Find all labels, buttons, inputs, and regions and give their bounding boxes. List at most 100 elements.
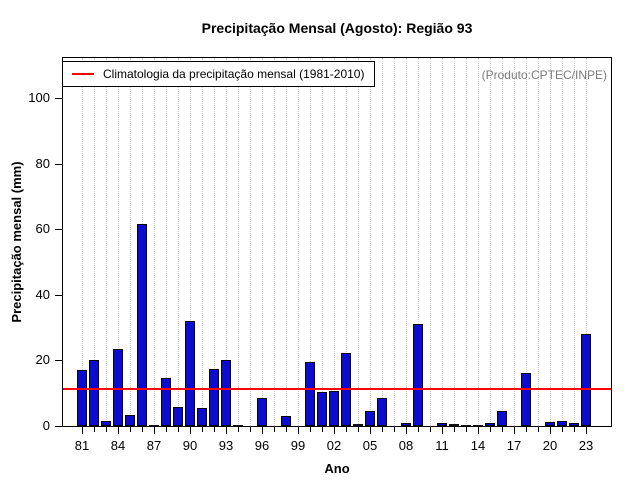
bar-89 — [173, 407, 183, 426]
gridline-00 — [310, 58, 311, 426]
x-tick-16 — [502, 427, 503, 432]
x-tick-label-17: 17 — [506, 438, 522, 453]
y-tick-80 — [55, 164, 62, 165]
x-tick-09 — [418, 427, 419, 432]
y-tick-label-40: 40 — [35, 287, 50, 302]
x-tick-87 — [154, 427, 155, 434]
x-tick-96 — [262, 427, 263, 434]
bar-94 — [233, 425, 243, 426]
gridline-91 — [202, 58, 203, 426]
x-tick-02 — [334, 427, 335, 434]
y-tick-60 — [55, 229, 62, 230]
x-tick-label-11: 11 — [435, 438, 449, 453]
gridline-11 — [442, 58, 443, 426]
gridline-88 — [166, 58, 167, 426]
x-tick-label-99: 99 — [290, 438, 306, 453]
gridline-96 — [262, 58, 263, 426]
gridline-87 — [154, 58, 155, 426]
bar-85 — [125, 415, 135, 426]
bar-18 — [521, 373, 531, 426]
gridline-13 — [466, 58, 467, 426]
y-tick-100 — [55, 98, 62, 99]
x-tick-18 — [526, 427, 527, 432]
x-tick-95 — [250, 427, 251, 432]
x-tick-92 — [214, 427, 215, 432]
bar-84 — [113, 349, 123, 426]
x-tick-11 — [442, 427, 443, 434]
bar-00 — [305, 362, 315, 426]
gridline-10 — [430, 58, 431, 426]
bar-23 — [581, 334, 591, 426]
x-tick-label-90: 90 — [182, 438, 198, 453]
x-tick-04 — [358, 427, 359, 432]
gridline-06 — [382, 58, 383, 426]
x-tick-83 — [106, 427, 107, 432]
gridline-09 — [418, 58, 419, 426]
x-tick-label-81: 81 — [74, 438, 90, 453]
x-tick-98 — [286, 427, 287, 432]
bar-86 — [137, 224, 147, 426]
x-tick-90 — [190, 427, 191, 434]
y-tick-label-100: 100 — [28, 90, 50, 105]
x-tick-13 — [466, 427, 467, 432]
x-tick-99 — [298, 427, 299, 434]
x-tick-86 — [142, 427, 143, 432]
x-tick-00 — [310, 427, 311, 432]
gridline-19 — [538, 58, 539, 426]
x-tick-23 — [586, 427, 587, 434]
x-tick-20 — [550, 427, 551, 434]
bar-08 — [401, 423, 411, 426]
x-tick-82 — [94, 427, 95, 432]
bar-02 — [329, 391, 339, 426]
bar-82 — [89, 360, 99, 426]
bar-09 — [413, 324, 423, 426]
legend-label: Climatologia da precipitação mensal (198… — [103, 67, 365, 81]
bar-11 — [437, 423, 447, 426]
gridline-85 — [130, 58, 131, 426]
y-tick-label-60: 60 — [35, 221, 50, 236]
gridline-17 — [514, 58, 515, 426]
gridline-90 — [190, 58, 191, 426]
bar-01 — [317, 392, 327, 426]
bar-93 — [221, 360, 231, 426]
x-tick-label-87: 87 — [146, 438, 162, 453]
gridline-08 — [406, 58, 407, 426]
bar-05 — [365, 411, 375, 426]
x-tick-label-84: 84 — [110, 438, 126, 453]
x-tick-85 — [130, 427, 131, 432]
x-tick-label-05: 05 — [362, 438, 378, 453]
gridline-03 — [346, 58, 347, 426]
bar-22 — [569, 423, 579, 426]
bar-81 — [77, 370, 87, 426]
x-tick-06 — [382, 427, 383, 432]
gridline-12 — [454, 58, 455, 426]
x-tick-84 — [118, 427, 119, 434]
bar-87 — [149, 425, 159, 426]
climatology-line — [63, 388, 611, 390]
gridline-20 — [550, 58, 551, 426]
x-tick-01 — [322, 427, 323, 432]
gridline-97 — [274, 58, 275, 426]
x-tick-label-02: 02 — [326, 438, 342, 453]
y-tick-40 — [55, 295, 62, 296]
gridline-83 — [106, 58, 107, 426]
x-tick-21 — [562, 427, 563, 432]
gridline-02 — [334, 58, 335, 426]
gridline-21 — [562, 58, 563, 426]
x-tick-91 — [202, 427, 203, 432]
y-tick-0 — [55, 426, 62, 427]
gridline-15 — [490, 58, 491, 426]
y-axis-title: Precipitação mensal (mm) — [9, 161, 24, 323]
y-tick-20 — [55, 360, 62, 361]
gridline-93 — [226, 58, 227, 426]
x-tick-label-08: 08 — [398, 438, 414, 453]
y-tick-label-20: 20 — [35, 352, 50, 367]
gridline-05 — [370, 58, 371, 426]
gridline-16 — [502, 58, 503, 426]
gridline-01 — [322, 58, 323, 426]
y-tick-label-80: 80 — [35, 156, 50, 171]
x-tick-14 — [478, 427, 479, 434]
gridline-18 — [526, 58, 527, 426]
watermark-produto: (Produto:CPTEC/INPE) — [481, 68, 607, 82]
